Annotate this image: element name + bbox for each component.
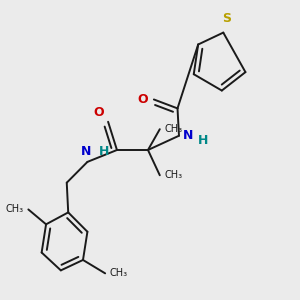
- Text: CH₃: CH₃: [164, 124, 182, 134]
- Text: CH₃: CH₃: [164, 170, 182, 180]
- Text: H: H: [198, 134, 208, 147]
- Text: N: N: [182, 129, 193, 142]
- Text: O: O: [137, 93, 148, 106]
- Text: N: N: [81, 145, 91, 158]
- Text: O: O: [93, 106, 104, 119]
- Text: CH₃: CH₃: [6, 204, 24, 214]
- Text: S: S: [222, 12, 231, 25]
- Text: H: H: [99, 145, 110, 158]
- Text: CH₃: CH₃: [110, 268, 128, 278]
